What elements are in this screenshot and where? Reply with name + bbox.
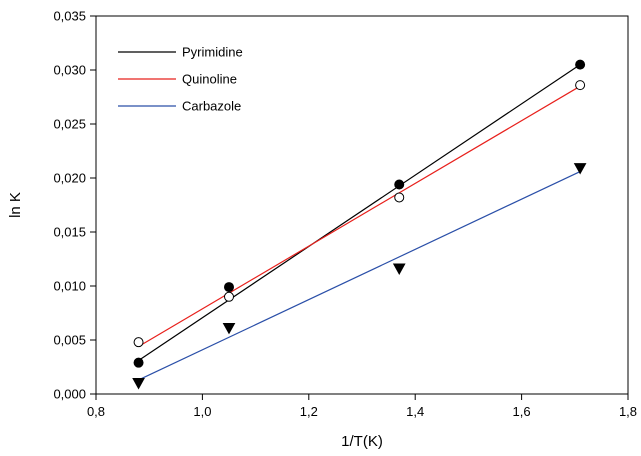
legend-label: Carbazole xyxy=(182,99,241,114)
data-point xyxy=(222,322,236,335)
x-tick-label: 1,4 xyxy=(406,404,424,419)
y-tick-label: 0,000 xyxy=(53,387,86,402)
data-point xyxy=(224,291,234,302)
series-pyrimidine xyxy=(138,64,581,362)
x-axis: 0,8 1,0 1,2 1,4 1,6 1,8 xyxy=(87,394,637,419)
x-axis-title: 1/T(K) xyxy=(341,433,383,450)
data-point xyxy=(224,282,234,293)
data-point xyxy=(575,80,586,91)
legend: Pyrimidine Quinoline Carbazole xyxy=(118,45,243,114)
data-point xyxy=(394,192,405,203)
plot-frame xyxy=(95,15,629,395)
data-point xyxy=(132,378,145,390)
data-point xyxy=(392,263,406,275)
legend-label: Quinoline xyxy=(182,72,237,87)
fit-line xyxy=(138,85,581,347)
data-point xyxy=(573,163,587,175)
y-tick-label: 0,005 xyxy=(53,333,86,348)
data-point xyxy=(575,59,586,70)
x-tick-label: 1,2 xyxy=(300,404,318,419)
series-carbazole xyxy=(138,170,581,381)
x-tick-label: 1,6 xyxy=(513,404,531,419)
y-tick-label: 0,030 xyxy=(53,63,86,78)
series-layer xyxy=(132,59,587,390)
y-tick-label: 0,020 xyxy=(53,171,86,186)
y-tick-label: 0,035 xyxy=(53,9,86,24)
y-tick-label: 0,025 xyxy=(53,117,86,132)
series-quinoline xyxy=(138,85,581,347)
fit-line xyxy=(138,170,581,381)
points-carbazole xyxy=(132,163,587,390)
data-point xyxy=(133,337,144,348)
x-tick-label: 1,0 xyxy=(193,404,211,419)
x-tick-label: 1,8 xyxy=(619,404,637,419)
y-tick-label: 0,010 xyxy=(53,279,86,294)
legend-label: Pyrimidine xyxy=(182,45,243,60)
points-quinoline xyxy=(133,80,586,348)
data-point xyxy=(394,179,405,190)
data-point xyxy=(133,357,144,368)
fit-line xyxy=(138,64,581,362)
y-tick-label: 0,015 xyxy=(53,225,86,240)
x-tick-label: 0,8 xyxy=(87,404,105,419)
points-pyrimidine xyxy=(133,59,586,368)
y-axis: 0,000 0,005 0,010 0,015 0,020 0,025 0,030 0,035 xyxy=(53,9,96,402)
y-axis-title: ln K xyxy=(7,192,24,218)
